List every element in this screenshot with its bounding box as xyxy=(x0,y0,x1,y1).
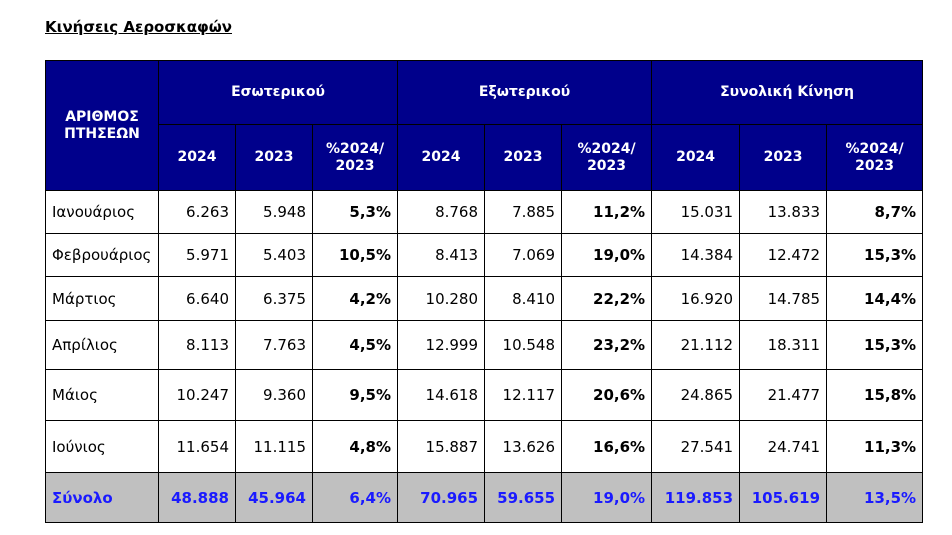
month: Ιούνιος xyxy=(45,420,159,473)
cell: 23,2% xyxy=(561,320,653,370)
cell: 7.069 xyxy=(484,233,563,277)
group-header: Εξωτερικού xyxy=(397,60,653,125)
cell: 12.999 xyxy=(397,320,486,370)
total-cell: 105.619 xyxy=(739,472,828,523)
cell: 5.971 xyxy=(158,233,236,277)
cell: 24.865 xyxy=(651,369,741,421)
column-header: %2024/ 2023 xyxy=(561,124,653,191)
data-row: Μάιος 10.247 9.360 9,5% 14.618 12.117 20,6% 24.… xyxy=(45,369,924,421)
cell: 13.833 xyxy=(739,190,828,234)
cell: 14.618 xyxy=(397,369,486,421)
cell: 6.375 xyxy=(235,276,313,321)
group-header: Συνολική Κίνηση xyxy=(651,60,924,125)
cell: 7.885 xyxy=(484,190,563,234)
data-row: Μάρτιος 6.640 6.375 4,2% 10.280 8.410 22,2% 16.… xyxy=(45,276,924,321)
column-header: 2023 xyxy=(739,124,828,191)
column-header: 2024 xyxy=(397,124,486,191)
cell: 8.410 xyxy=(484,276,563,321)
cell: 19,0% xyxy=(561,233,653,277)
data-row: Ιούνιος 11.654 11.115 4,8% 15.887 13.626 16,6%… xyxy=(45,420,924,473)
cell: 10.280 xyxy=(397,276,486,321)
cell: 15,3% xyxy=(826,320,924,370)
data-row: Απρίλιος 8.113 7.763 4,5% 12.999 10.548 23,2% 2… xyxy=(45,320,924,370)
cell: 5.403 xyxy=(235,233,313,277)
month: Μάιος xyxy=(45,369,159,421)
data-row: Ιανουάριος 6.263 5.948 5,3% 8.768 7.885 11,2% 1… xyxy=(45,190,924,234)
corner-header: ΑΡΙΘΜΟΣ ΠΤΗΣΕΩΝ xyxy=(45,60,159,191)
month: Ιανουάριος xyxy=(45,190,159,234)
cell: 14.384 xyxy=(651,233,741,277)
cell: 4,2% xyxy=(311,276,399,321)
cell: 8.768 xyxy=(397,190,486,234)
cell: 6.263 xyxy=(158,190,236,234)
total-cell: 45.964 xyxy=(235,472,313,523)
column-header: 2023 xyxy=(484,124,563,191)
total-cell: 59.655 xyxy=(484,472,563,523)
total-cell: 6,4% xyxy=(311,472,399,523)
cell: 10.247 xyxy=(158,369,236,421)
cell: 15,3% xyxy=(826,233,924,277)
column-header: 2023 xyxy=(235,124,313,191)
cell: 7.763 xyxy=(235,320,313,370)
month: Απρίλιος xyxy=(45,320,159,370)
column-header: 2024 xyxy=(651,124,741,191)
cell: 6.640 xyxy=(158,276,236,321)
cell: 10.548 xyxy=(484,320,563,370)
title: Κινήσεις Αεροσκαφών xyxy=(45,18,232,36)
data-row: Φεβρουάριος 5.971 5.403 10,5% 8.413 7.069 19,0… xyxy=(45,233,924,277)
subheader-row: 2024 2023 %2024/ 2023 2024 2023 %2024/ 2023 20… xyxy=(46,124,924,191)
cell: 5.948 xyxy=(235,190,313,234)
column-header: %2024/ 2023 xyxy=(311,124,399,191)
cell: 5,3% xyxy=(311,190,399,234)
month: Φεβρουάριος xyxy=(45,233,159,277)
cell: 18.311 xyxy=(739,320,828,370)
cell: 16.920 xyxy=(651,276,741,321)
cell: 27.541 xyxy=(651,420,741,473)
cell: 11,3% xyxy=(826,420,924,473)
cell: 15.031 xyxy=(651,190,741,234)
total-label: Σύνολο xyxy=(45,472,159,523)
cell: 8,7% xyxy=(826,190,924,234)
cell: 4,8% xyxy=(311,420,399,473)
cell: 10,5% xyxy=(311,233,399,277)
column-header: 2024 xyxy=(158,124,236,191)
cell: 11.654 xyxy=(158,420,236,473)
cell: 13.626 xyxy=(484,420,563,473)
cell: 22,2% xyxy=(561,276,653,321)
total-cell: 70.965 xyxy=(397,472,486,523)
flights-table: ΑΡΙΘΜΟΣ ΠΤΗΣΕΩΝ Εσωτερικού Εξωτερικού Συνολ… xyxy=(45,60,924,523)
cell: 11.115 xyxy=(235,420,313,473)
cell: 4,5% xyxy=(311,320,399,370)
cell: 21.112 xyxy=(651,320,741,370)
cell: 12.472 xyxy=(739,233,828,277)
total-cell: 19,0% xyxy=(561,472,653,523)
cell: 24.741 xyxy=(739,420,828,473)
cell: 12.117 xyxy=(484,369,563,421)
cell: 15.887 xyxy=(397,420,486,473)
cell: 16,6% xyxy=(561,420,653,473)
total-row: Σύνολο 48.888 45.964 6,4% 70.965 59.655 19,0% 1… xyxy=(45,472,924,523)
group-header: Εσωτερικού xyxy=(157,60,399,125)
cell: 9,5% xyxy=(311,369,399,421)
total-cell: 48.888 xyxy=(158,472,236,523)
total-cell: 119.853 xyxy=(651,472,741,523)
header-row: ΑΡΙΘΜΟΣ ΠΤΗΣΕΩΝ Εσωτερικού Εξωτερικού Συνολ… xyxy=(45,60,924,191)
cell: 8.113 xyxy=(158,320,236,370)
cell: 8.413 xyxy=(397,233,486,277)
cell: 14.785 xyxy=(739,276,828,321)
cell: 14,4% xyxy=(826,276,924,321)
cell: 15,8% xyxy=(826,369,924,421)
cell: 11,2% xyxy=(561,190,653,234)
cell: 21.477 xyxy=(739,369,828,421)
total-cell: 13,5% xyxy=(826,472,924,523)
month: Μάρτιος xyxy=(45,276,159,321)
cell: 20,6% xyxy=(561,369,653,421)
cell: 9.360 xyxy=(235,369,313,421)
column-header: %2024/ 2023 xyxy=(826,124,924,191)
